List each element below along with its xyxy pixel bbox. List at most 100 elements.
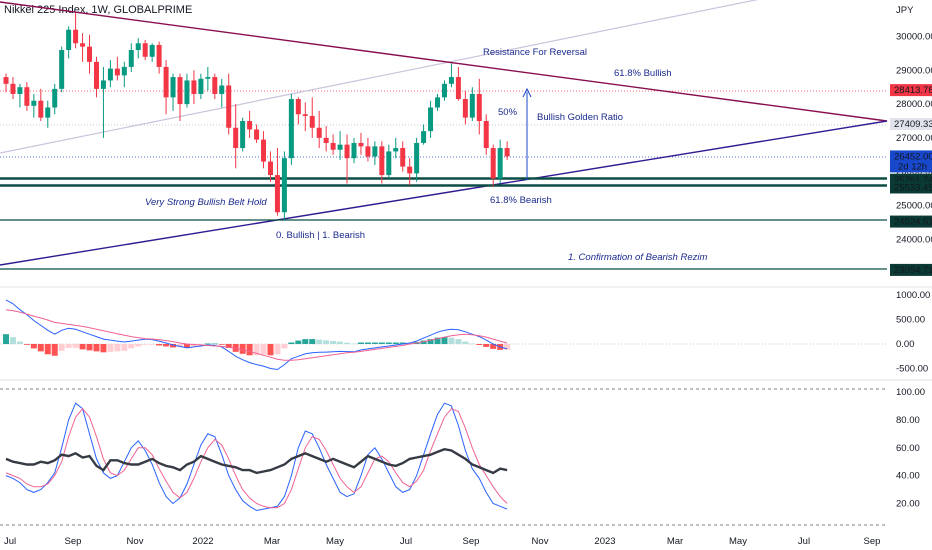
macd-histogram-bar [302, 339, 309, 344]
price-label-text: 26452.00 [894, 151, 932, 162]
candle-body [80, 43, 86, 47]
macd-histogram-bar [462, 341, 469, 344]
stoch-axis-tick: 80.00 [896, 415, 920, 426]
time-axis-tick: Nov [127, 536, 144, 547]
annotation-belt-hold: Very Strong Bullish Belt Hold [145, 197, 267, 208]
candle-body [177, 77, 183, 105]
macd-histogram-bar [469, 343, 476, 345]
time-axis-tick: Sep [864, 536, 881, 547]
macd-histogram-bar [267, 344, 274, 356]
macd-histogram-bar [107, 344, 114, 352]
macd-axis-tick: 0.00 [896, 339, 915, 350]
candle-body [45, 107, 51, 118]
macd-histogram-bar [260, 344, 267, 355]
macd-histogram-bar [135, 344, 142, 347]
time-axis-tick: 2022 [192, 536, 213, 547]
macd-histogram-bar [490, 344, 497, 349]
time-axis-tick: Jul [400, 536, 412, 547]
time-axis-tick: Mar [264, 536, 280, 547]
macd-histogram-bar [323, 340, 330, 344]
macd-histogram-bar [9, 337, 16, 344]
candle-body [365, 146, 371, 157]
candle-body [73, 29, 79, 44]
time-axis-tick: Nov [532, 536, 549, 547]
resistance-trendline [0, 1, 888, 122]
macd-histogram-bar [30, 344, 37, 349]
candle-body [31, 100, 37, 106]
macd-line [5, 299, 508, 371]
macd-axis-tick: 1000.00 [896, 290, 930, 301]
candle-body [100, 80, 106, 89]
candle-body [504, 148, 510, 157]
annotation-fib-bear: 61.8% Bearish [490, 195, 552, 206]
candle-body [87, 46, 93, 62]
price-label-box [890, 181, 932, 194]
candle-body [254, 129, 260, 140]
annotation-golden-ratio: Bullish Golden Ratio [537, 112, 623, 123]
macd-histogram-bar [170, 344, 177, 348]
candle-body [121, 66, 127, 76]
candle-body [455, 77, 461, 100]
candle-body [386, 151, 392, 176]
candle-body [128, 50, 134, 67]
macd-histogram-bar [385, 342, 392, 344]
price-label-text: 25761.74 [894, 175, 932, 186]
candle-body [261, 139, 267, 162]
time-axis-tick: 2023 [594, 536, 615, 547]
macd-histogram-bar [420, 340, 427, 344]
macd-histogram-bar [128, 344, 135, 349]
candle-body [469, 93, 475, 118]
macd-histogram-bar [23, 344, 30, 345]
candle-body [212, 77, 218, 94]
price-axis-tick: 27000.00 [896, 133, 932, 144]
macd-histogram-bar [392, 342, 399, 344]
macd-histogram-bar [100, 344, 107, 353]
candle-body [170, 77, 176, 98]
macd-histogram-bar [37, 344, 44, 352]
candle-body [240, 121, 246, 149]
annotation-fifty: 50% [498, 107, 518, 118]
candle-body [407, 166, 413, 174]
price-label-text: 24524.51 [894, 217, 932, 228]
candle-body [323, 137, 329, 143]
macd-histogram-bar [16, 341, 23, 344]
macd-histogram-bar [86, 344, 93, 351]
macd-histogram-bar [190, 344, 197, 347]
candle-body [476, 93, 482, 121]
stoch-axis-tick: 60.00 [896, 443, 920, 454]
candle-body [198, 78, 204, 94]
macd-histogram-bar [246, 344, 253, 356]
measure-arrow-head [522, 87, 532, 98]
macd-histogram-bar [72, 344, 79, 348]
price-axis-tick: 29000.00 [896, 65, 932, 76]
macd-histogram-bar [218, 344, 225, 345]
macd-histogram-bar [156, 344, 163, 346]
macd-histogram-bar [211, 343, 218, 345]
macd-histogram-bar [295, 340, 302, 344]
candle-body [448, 77, 454, 84]
macd-histogram-bar [142, 344, 149, 345]
macd-histogram-bar [371, 342, 378, 344]
stoch-axis-tick: 100.00 [896, 387, 925, 398]
candle-body [490, 148, 496, 179]
annotation-zero-one: 0. Bullish | 1. Bearish [276, 230, 365, 241]
macd-histogram-bar [65, 344, 72, 348]
candle-body [247, 121, 253, 130]
candle-body [497, 148, 503, 179]
candle-body [267, 161, 273, 176]
candle-body [302, 114, 308, 116]
candle-body [226, 85, 232, 128]
macd-histogram-bar [483, 344, 490, 347]
annotation-fib-bull: 61.8% Bullish [614, 68, 672, 79]
macd-histogram-bar [274, 344, 281, 355]
candle-body [38, 100, 44, 118]
macd-histogram-bar [378, 342, 385, 344]
candle-body [372, 146, 378, 157]
candle-body [316, 127, 322, 138]
macd-histogram-bar [163, 344, 170, 347]
macd-histogram-bar [434, 337, 441, 344]
price-axis-tick: 30000.00 [896, 32, 932, 43]
candle-body [330, 142, 336, 150]
time-axis-tick: Mar [667, 536, 683, 547]
